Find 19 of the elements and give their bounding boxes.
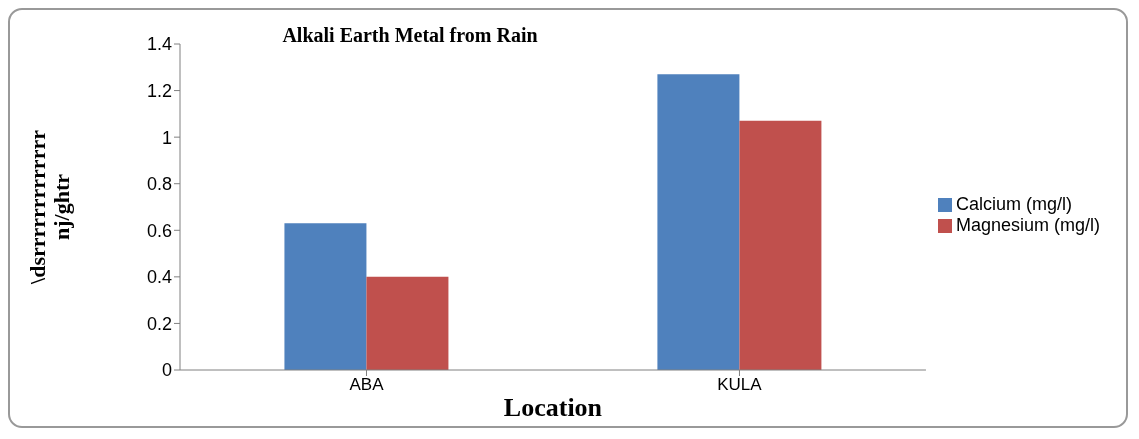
y-tick-label: 0 [161,360,172,381]
legend-label: Magnesium (mg/l) [955,215,1100,235]
bar [739,120,822,370]
y-tick-label: 1 [161,127,172,148]
y-tick-label: 0.2 [146,313,172,334]
x-tick-label: KULA [717,375,763,395]
y-tick-label: 0.4 [146,267,172,288]
bar [657,74,740,370]
y-tick-label: 0.6 [146,220,172,241]
y-axis-title: \dsrrrrrrrrrrrrr nj/ghtr [25,129,74,285]
y-tick-label: 1.2 [146,80,172,101]
x-tick-label: ABA [349,375,385,395]
y-tick-label: 1.4 [146,34,172,55]
bar [284,223,367,370]
chart-title: Alkali Earth Metal from Rain [282,24,538,46]
x-axis-title: Location [503,393,603,422]
legend-label: Calcium (mg/l) [955,194,1072,214]
bar [366,276,449,370]
y-tick-label: 0.8 [146,174,172,195]
